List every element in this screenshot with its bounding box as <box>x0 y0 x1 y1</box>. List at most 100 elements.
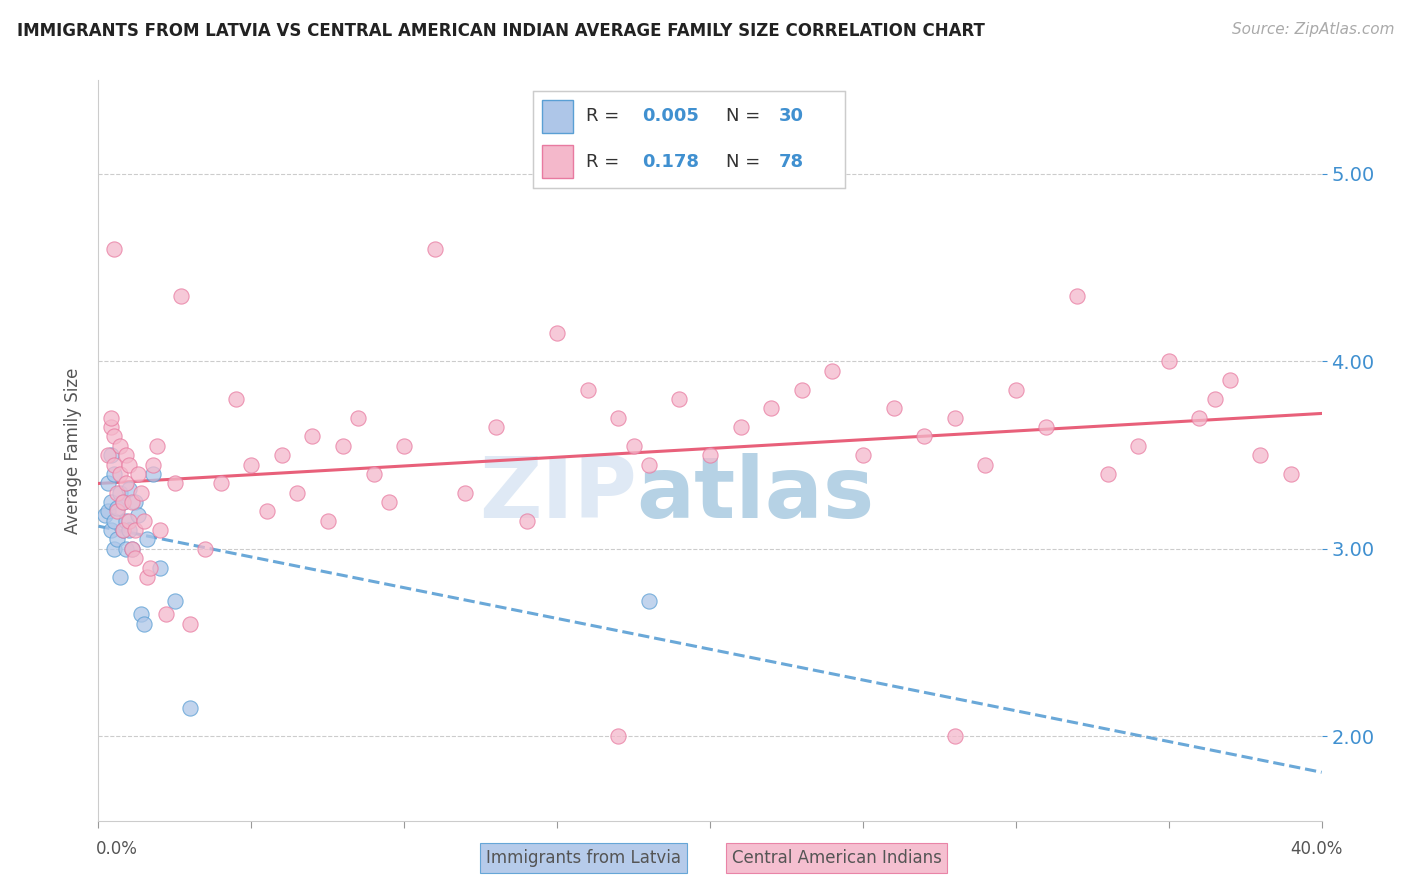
Point <box>1035 420 1057 434</box>
Point <box>1097 467 1119 481</box>
Point <box>105 504 128 518</box>
Point <box>103 514 125 528</box>
Point <box>546 326 568 341</box>
Point <box>127 508 149 522</box>
Point <box>1279 467 1302 481</box>
Point <box>637 458 661 472</box>
Point <box>1249 448 1271 462</box>
Point <box>912 429 935 443</box>
Point <box>124 523 146 537</box>
Point <box>1188 410 1211 425</box>
Point <box>118 523 141 537</box>
Point <box>111 523 134 537</box>
Point <box>1066 289 1088 303</box>
Text: atlas: atlas <box>637 453 875 536</box>
Point <box>115 514 138 528</box>
Point <box>142 467 165 481</box>
Text: 40.0%: 40.0% <box>1291 840 1343 858</box>
Point <box>392 439 416 453</box>
Point <box>285 485 308 500</box>
Point <box>1204 392 1226 406</box>
Point <box>347 410 370 425</box>
Point <box>103 458 125 472</box>
Point <box>105 485 128 500</box>
Point <box>134 616 156 631</box>
Point <box>134 514 156 528</box>
Point <box>516 514 538 528</box>
Point <box>124 495 146 509</box>
Point <box>100 495 122 509</box>
Point <box>142 458 165 472</box>
Point <box>170 289 193 303</box>
Point <box>121 495 143 509</box>
Point <box>821 364 844 378</box>
Point <box>790 383 813 397</box>
Point <box>118 458 141 472</box>
Point <box>668 392 690 406</box>
Point <box>423 242 446 256</box>
Point <box>118 482 141 496</box>
Point <box>607 410 630 425</box>
Point <box>270 448 292 462</box>
Point <box>111 523 134 537</box>
Point <box>108 467 131 481</box>
Point <box>485 420 508 434</box>
Point <box>883 401 905 416</box>
Point <box>179 616 201 631</box>
Point <box>378 495 401 509</box>
Point <box>943 729 966 743</box>
Point <box>149 523 172 537</box>
Point <box>115 448 138 462</box>
Point <box>209 476 232 491</box>
Point <box>118 514 141 528</box>
Text: Immigrants from Latvia: Immigrants from Latvia <box>486 849 681 867</box>
Point <box>316 514 339 528</box>
Point <box>127 467 149 481</box>
Text: Central American Indians: Central American Indians <box>731 849 942 867</box>
Point <box>103 541 125 556</box>
Point <box>105 500 128 515</box>
Point <box>607 729 630 743</box>
Point <box>1157 354 1180 368</box>
Point <box>256 504 278 518</box>
Point <box>136 570 159 584</box>
Point <box>730 420 752 434</box>
Point <box>1219 373 1241 387</box>
Point <box>155 607 177 622</box>
Point <box>103 429 125 443</box>
Point <box>97 504 120 518</box>
Point <box>179 701 201 715</box>
Point <box>623 439 645 453</box>
Point <box>108 485 131 500</box>
Point <box>301 429 323 443</box>
Point <box>576 383 599 397</box>
Point <box>194 541 217 556</box>
Text: 0.0%: 0.0% <box>96 840 138 858</box>
Point <box>103 242 125 256</box>
Point <box>759 401 782 416</box>
Point <box>108 439 131 453</box>
Point <box>111 495 134 509</box>
Point <box>1004 383 1026 397</box>
Y-axis label: Average Family Size: Average Family Size <box>63 368 82 533</box>
Point <box>454 485 477 500</box>
Point <box>111 495 134 509</box>
Point <box>129 607 152 622</box>
Point <box>974 458 997 472</box>
Point <box>103 467 125 481</box>
Point <box>121 541 143 556</box>
Point <box>124 551 146 566</box>
Point <box>100 420 122 434</box>
Point <box>145 439 167 453</box>
Point <box>363 467 385 481</box>
Point <box>637 594 661 608</box>
Point <box>943 410 966 425</box>
Point <box>163 594 186 608</box>
Point <box>108 570 131 584</box>
Point <box>100 448 122 462</box>
Point <box>225 392 247 406</box>
Point <box>240 458 263 472</box>
Point <box>105 533 128 547</box>
Point <box>100 410 122 425</box>
Point <box>121 541 143 556</box>
